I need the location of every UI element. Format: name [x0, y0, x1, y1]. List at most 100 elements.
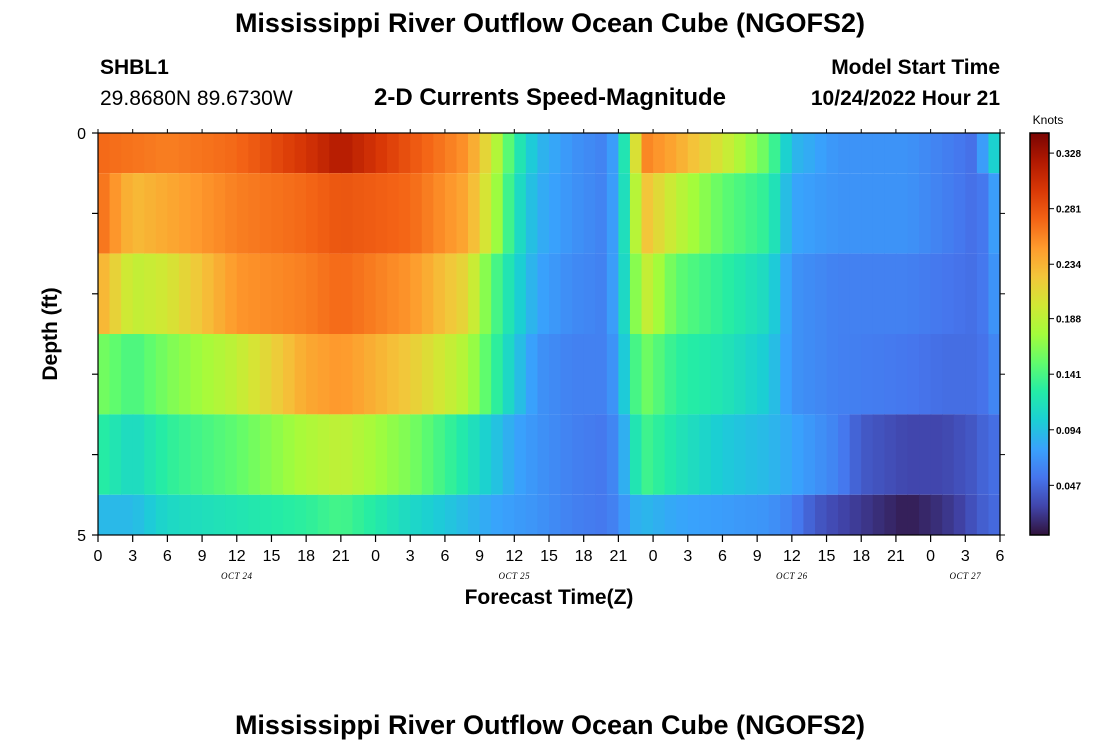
heatmap-cell [121, 334, 134, 415]
heatmap-cell [872, 133, 885, 174]
x-tick-label: 6 [996, 548, 1005, 565]
heatmap-cell [306, 173, 319, 254]
heatmap-cell [572, 414, 585, 495]
heatmap-cell [734, 334, 747, 415]
colorbar-tick-label: 0.328 [1056, 149, 1081, 160]
colorbar-bar [1029, 132, 1050, 536]
heatmap-cell [687, 334, 700, 415]
heatmap-cell [653, 414, 666, 495]
heatmap-cell [167, 253, 180, 334]
heatmap-cell [398, 334, 411, 415]
heatmap-cell [734, 133, 747, 174]
station-coords: 29.8680N 89.6730W [100, 87, 293, 110]
heatmap-cell [745, 414, 758, 495]
heatmap-cell [699, 133, 712, 174]
heatmap-cell [109, 494, 122, 535]
date-labels: OCT 24 OCT 25 OCT 26 OCT 27 [221, 571, 981, 581]
heatmap-cell [745, 494, 758, 535]
heatmap-cell [213, 253, 226, 334]
x-tick-label: 15 [818, 548, 836, 565]
heatmap-cell [421, 133, 434, 174]
heatmap-cell [109, 173, 122, 254]
heatmap-cell [525, 253, 539, 334]
y-tick-label: 5 [77, 528, 86, 545]
heatmap-cell [629, 494, 643, 535]
heatmap-cell [641, 334, 654, 415]
heatmap-cell [884, 173, 897, 254]
heatmap-cell [710, 173, 724, 254]
heatmap-cell [838, 173, 851, 254]
heatmap-cell [178, 173, 192, 254]
heatmap-cell [225, 133, 238, 174]
heatmap-cell [468, 494, 481, 535]
heatmap-cell [352, 414, 365, 495]
heatmap-cell [606, 253, 619, 334]
heatmap-cell [109, 253, 122, 334]
date-label: OCT 24 [221, 571, 253, 581]
heatmap-cell [98, 414, 111, 495]
heatmap-cell [248, 494, 261, 535]
heatmap-cell [329, 173, 342, 254]
heatmap-cell [664, 173, 677, 254]
model-start-label: Model Start Time [831, 56, 1000, 79]
heatmap-cell [502, 133, 515, 174]
heatmap-cell [537, 414, 550, 495]
heatmap-cell [861, 414, 874, 495]
heatmap-cell [791, 133, 805, 174]
heatmap-cell [768, 253, 781, 334]
heatmap-cell [479, 414, 492, 495]
heatmap-cell [583, 253, 596, 334]
heatmap-cell [618, 133, 631, 174]
heatmap-cell [814, 253, 828, 334]
heatmap-cell [560, 253, 573, 334]
heatmap-cell [838, 133, 851, 174]
heatmap-cell [988, 173, 1001, 254]
heatmap-cell [976, 173, 990, 254]
heatmap-cell [734, 494, 747, 535]
heatmap-cell [895, 414, 909, 495]
heatmap-cell [768, 494, 781, 535]
heatmap-cell [468, 173, 481, 254]
heatmap-cell [849, 334, 862, 415]
heatmap-cell [942, 494, 955, 535]
heatmap-cell [838, 334, 851, 415]
x-tick-label: 3 [406, 548, 415, 565]
date-label: OCT 27 [950, 571, 982, 581]
heatmap-cell [595, 414, 608, 495]
heatmap-cell [838, 494, 851, 535]
heatmap-cell [236, 133, 249, 174]
heatmap-cell [734, 414, 747, 495]
heatmap-cell [976, 253, 990, 334]
x-tick-label: 18 [575, 548, 593, 565]
heatmap-cell [363, 334, 377, 415]
heatmap-cell [849, 133, 862, 174]
heatmap-cell [491, 334, 504, 415]
heatmap-cell [583, 334, 596, 415]
heatmap-cell [537, 133, 550, 174]
heatmap-cell [213, 414, 226, 495]
heatmap-cell [838, 414, 851, 495]
heatmap-cell [144, 334, 157, 415]
heatmap-cell [572, 253, 585, 334]
heatmap-cell [502, 173, 515, 254]
heatmap-cell [722, 494, 735, 535]
heatmap-cell [780, 133, 793, 174]
x-axis: 0 3 6 9 12 15 18 21 0 3 6 9 12 15 18 21 0 3 6 9 12 15 18 21 0 3 6 [94, 129, 1005, 565]
heatmap-cell [722, 253, 735, 334]
heatmap-cell [294, 133, 307, 174]
heatmap-cell [190, 494, 203, 535]
heatmap-cell [861, 334, 874, 415]
heatmap-cell [479, 133, 492, 174]
x-tick-label: 3 [683, 548, 692, 565]
heatmap-cell [410, 414, 423, 495]
heatmap-cell [629, 334, 643, 415]
heatmap-cell [757, 414, 770, 495]
heatmap-cell [410, 133, 423, 174]
heatmap-cell [329, 133, 342, 174]
heatmap-cell [98, 334, 111, 415]
heatmap-cell [699, 494, 712, 535]
heatmap-cell [202, 334, 215, 415]
heatmap-cell [595, 173, 608, 254]
heatmap-cell [444, 494, 458, 535]
heatmap-cell [178, 253, 192, 334]
